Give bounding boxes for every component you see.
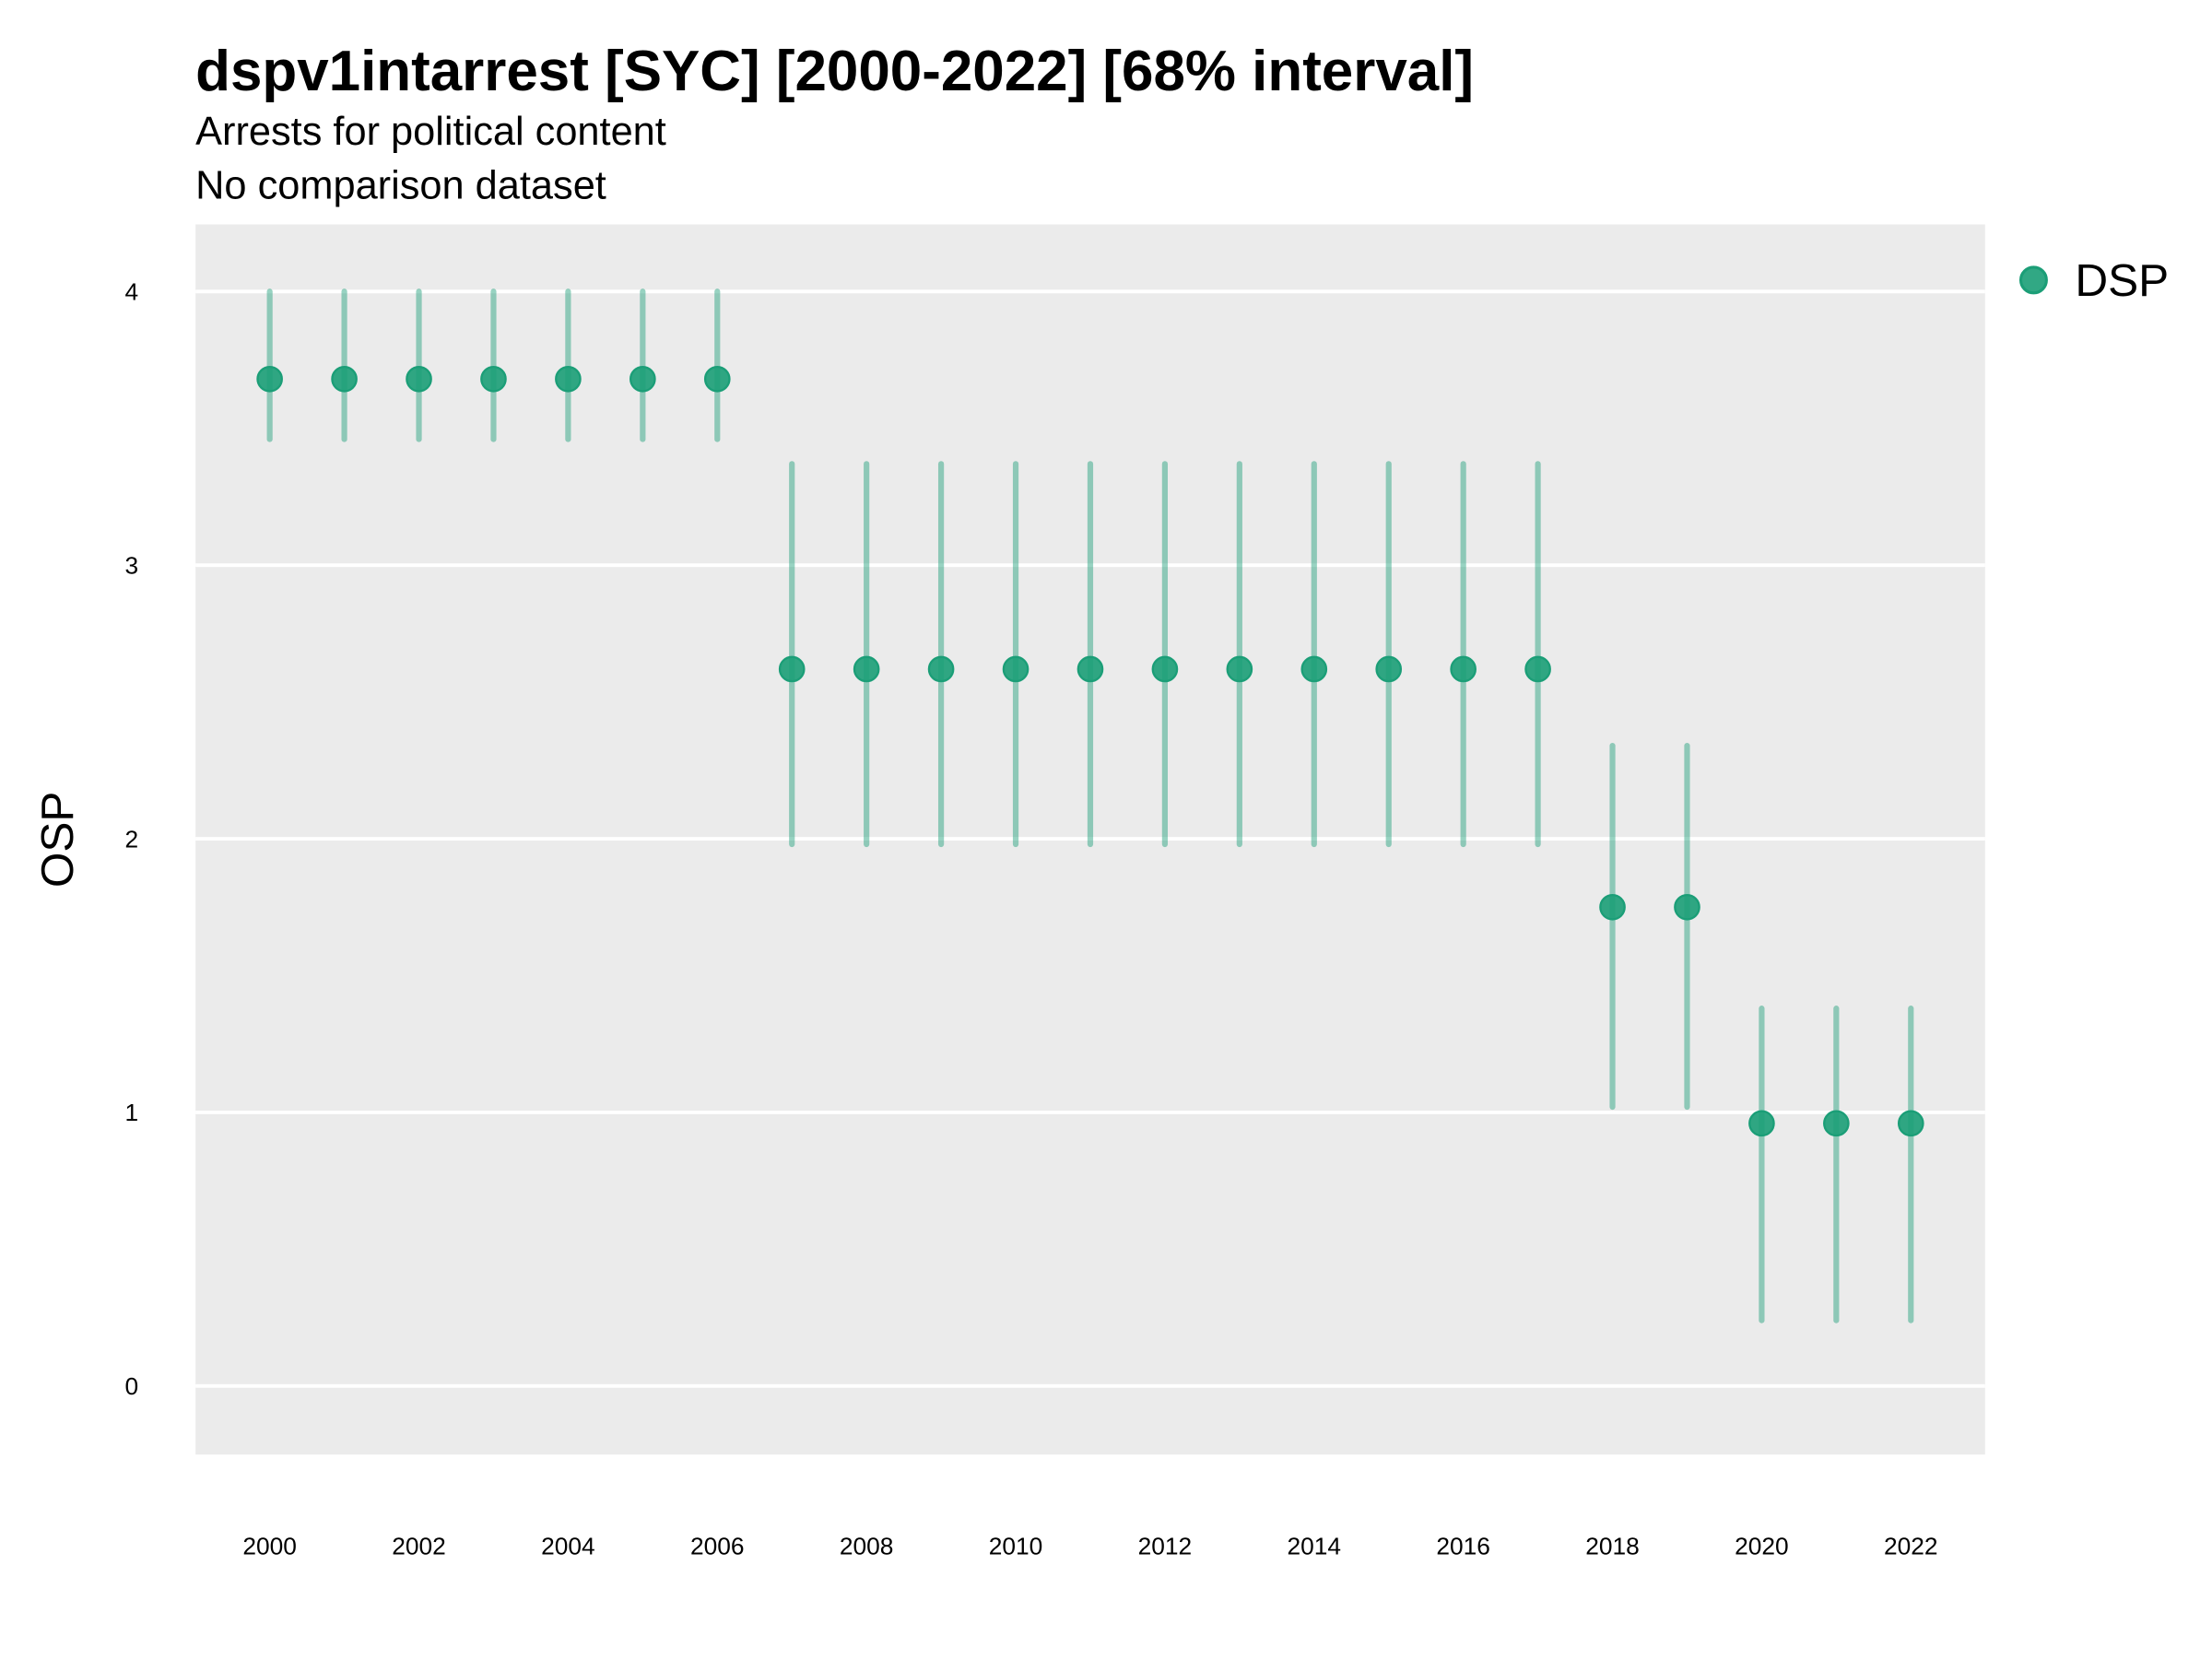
- y-tick-label-1: 1: [125, 1099, 139, 1126]
- x-tick-label-2004: 2004: [541, 1533, 595, 1560]
- y-axis-label: OSP: [32, 792, 83, 888]
- data-point-2020: [1748, 1110, 1775, 1137]
- data-point-2002: [406, 365, 432, 393]
- data-point-2016: [1450, 655, 1477, 683]
- y-tick-label-3: 3: [125, 551, 139, 579]
- data-point-2022: [1897, 1110, 1924, 1137]
- data-point-2017: [1524, 655, 1551, 683]
- x-tick-label-2002: 2002: [392, 1533, 446, 1560]
- x-tick-label-2006: 2006: [690, 1533, 745, 1560]
- data-point-2013: [1226, 655, 1253, 683]
- data-point-2012: [1151, 655, 1179, 683]
- x-tick-label-2022: 2022: [1884, 1533, 1938, 1560]
- data-point-2011: [1077, 655, 1104, 683]
- chart-subtitle-2: No comparison dataset: [195, 164, 606, 208]
- data-point-2009: [927, 655, 955, 683]
- chart-subtitle: Arrests for political content: [195, 110, 666, 154]
- data-point-2010: [1002, 655, 1030, 683]
- data-point-2004: [555, 365, 582, 393]
- y-tick-label-2: 2: [125, 825, 139, 853]
- data-point-2021: [1823, 1110, 1850, 1137]
- legend-label-dsp: DSP: [2075, 255, 2169, 306]
- data-point-2003: [480, 365, 507, 393]
- x-tick-label-2000: 2000: [242, 1533, 297, 1560]
- chart-title: dspv1intarrest [SYC] [2000-2022] [68% in…: [195, 40, 1474, 103]
- x-tick-label-2010: 2010: [989, 1533, 1043, 1560]
- data-point-2015: [1375, 655, 1403, 683]
- legend: DSP: [2018, 255, 2169, 306]
- x-tick-label-2020: 2020: [1735, 1533, 1789, 1560]
- data-point-2014: [1300, 655, 1328, 683]
- x-tick-label-2016: 2016: [1436, 1533, 1490, 1560]
- data-point-2007: [778, 655, 806, 683]
- x-tick-label-2018: 2018: [1585, 1533, 1640, 1560]
- y-axis-ticks: 0 1 2 3 4: [125, 278, 139, 1401]
- data-point-2000: [256, 365, 283, 393]
- x-tick-label-2012: 2012: [1138, 1533, 1193, 1560]
- x-tick-label-2008: 2008: [840, 1533, 894, 1560]
- data-point-2006: [703, 365, 731, 393]
- data-point-2008: [853, 655, 880, 683]
- x-axis-ticks: 2000 2002 2004 2006 2008 2010 2012 2014 2016 2018…: [242, 1533, 1937, 1560]
- y-tick-label-4: 4: [125, 278, 139, 306]
- data-point-2005: [629, 365, 656, 393]
- x-tick-label-2014: 2014: [1288, 1533, 1342, 1560]
- grid: [195, 289, 1985, 1388]
- data-point-2019: [1674, 893, 1700, 921]
- data-point-2001: [331, 365, 358, 393]
- legend-marker-dsp: [2018, 265, 2048, 295]
- y-tick-label-0: 0: [125, 1372, 139, 1400]
- data-marks: [256, 288, 1924, 1324]
- data-point-2018: [1599, 893, 1626, 921]
